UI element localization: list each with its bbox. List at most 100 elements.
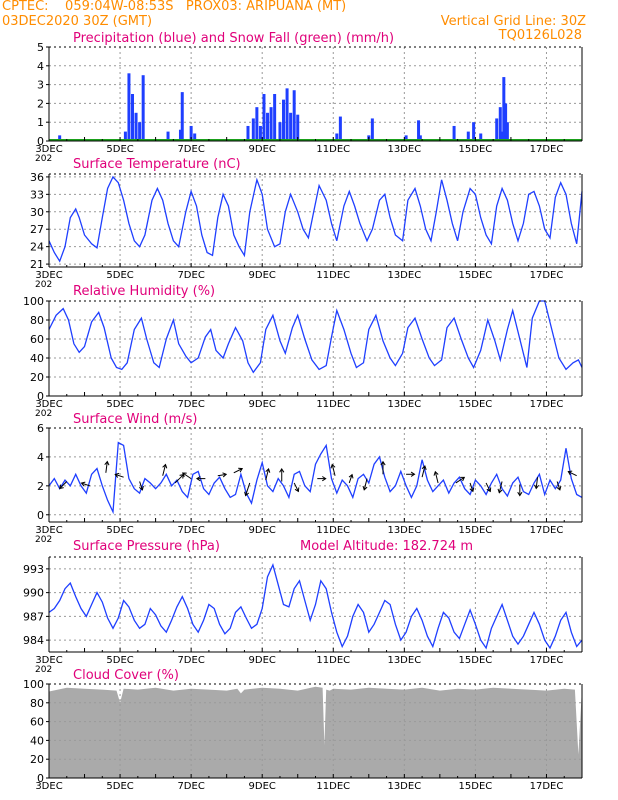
x-tick-label: 3DEC <box>35 781 62 792</box>
precip-bar <box>285 88 289 141</box>
wind-vector-head <box>330 463 336 469</box>
precip-bar <box>370 118 374 141</box>
wind-vector-head <box>265 467 271 473</box>
precip-bar <box>123 131 127 141</box>
y-tick-label: 33 <box>30 188 44 201</box>
x-tick-label: 7DEC <box>177 655 204 666</box>
wind-vector <box>182 472 192 480</box>
precip-bar <box>193 133 197 141</box>
rh-line <box>48 300 583 374</box>
x-tick-label: 5DEC <box>106 655 133 666</box>
wind-vector-head <box>80 481 86 487</box>
x-tick-label: 17DEC <box>530 144 564 155</box>
wind-vector <box>348 474 353 484</box>
precip-bar <box>505 122 509 141</box>
header-run-time: 03DEC2020 30Z (GMT) <box>2 14 153 29</box>
x-tick-label: 17DEC <box>530 655 564 666</box>
x-tick-label: 5DEC <box>106 270 133 281</box>
wind-vector <box>245 482 251 496</box>
pressure-line <box>48 562 583 650</box>
precip-bar <box>479 133 483 141</box>
temp-title: Surface Temperature (nC) <box>73 157 241 172</box>
wind-title: Surface Wind (m/s) <box>73 412 197 427</box>
y-tick-label: 987 <box>23 610 44 623</box>
rh-title: Relative Humidity (%) <box>73 284 215 299</box>
precip-bar <box>472 122 476 141</box>
x-tick-label: 17DEC <box>530 525 564 536</box>
precip-bar <box>495 118 499 141</box>
x-tick-label: 3DEC <box>35 399 62 410</box>
x-tick-label: 5DEC <box>106 144 133 155</box>
wind-vector-head <box>362 485 368 491</box>
x-tick-label: 11DEC <box>316 525 350 536</box>
wind-vector-head <box>460 476 466 482</box>
header-model-code: TQ0126L028 <box>498 28 582 43</box>
wind-vector-head <box>138 485 144 491</box>
precip-bar <box>180 92 184 141</box>
precip-bar <box>178 129 182 141</box>
y-tick-label: 0 <box>37 390 44 403</box>
wind-vector <box>331 464 336 476</box>
wind-vector <box>59 481 68 489</box>
wind-vector <box>293 482 299 492</box>
wind-vector-head <box>104 460 110 466</box>
wind-vector <box>105 461 108 473</box>
wind-vector <box>455 476 465 484</box>
wind-vector <box>485 482 491 492</box>
precip-bar <box>282 99 286 141</box>
wind-vector-head <box>567 470 573 476</box>
wind-vector-head <box>322 476 327 482</box>
wind-vector-head <box>469 487 475 493</box>
y-tick-label: 6 <box>37 422 44 435</box>
precip-bar <box>141 75 145 141</box>
wind-vector <box>115 473 124 478</box>
x-tick-label: 13DEC <box>387 144 421 155</box>
precip-bar <box>166 131 170 141</box>
precip-bar <box>418 135 422 141</box>
x-tick-label: 11DEC <box>316 399 350 410</box>
y-tick-label: 36 <box>30 171 44 184</box>
x-tick-label: 9DEC <box>249 399 276 410</box>
wind-vector-head <box>556 485 562 491</box>
x-tick-label: 13DEC <box>387 655 421 666</box>
x-tick-label: 13DEC <box>387 525 421 536</box>
wind-vector-head <box>534 484 540 490</box>
precip-bar <box>189 125 193 141</box>
x-tick-label: 5DEC <box>106 399 133 410</box>
x-tick-label: 9DEC <box>249 781 276 792</box>
precip-bar <box>338 116 342 141</box>
precip-bar <box>251 118 255 141</box>
x-tick-label: 9DEC <box>249 525 276 536</box>
wind-vector <box>535 477 539 489</box>
x-tick-label: 5DEC <box>106 781 133 792</box>
wind-vector <box>81 482 91 487</box>
y-tick-label: 0 <box>37 135 44 148</box>
x-tick-label: 9DEC <box>249 144 276 155</box>
wind-vector-head <box>348 473 354 479</box>
x-year-label: 202 <box>35 535 52 545</box>
wind-vector-head <box>181 472 187 477</box>
wind-vector <box>498 481 503 493</box>
precip-bar <box>273 94 277 141</box>
wind-vector <box>421 465 426 478</box>
wind-vector-head <box>380 460 386 466</box>
wind-vector-head <box>244 491 250 497</box>
x-tick-label: 17DEC <box>530 781 564 792</box>
y-tick-label: 4 <box>37 451 44 464</box>
x-tick-label: 7DEC <box>177 525 204 536</box>
y-tick-label: 100 <box>23 678 44 691</box>
y-tick-label: 30 <box>30 206 44 219</box>
precip-bar <box>502 77 506 141</box>
y-tick-label: 20 <box>30 753 44 766</box>
x-tick-label: 3DEC <box>35 270 62 281</box>
precip-bar <box>417 120 421 141</box>
wind-vector <box>139 481 143 491</box>
y-tick-label: 4 <box>37 60 44 73</box>
precip-bar <box>255 107 259 141</box>
precip-bar <box>258 125 262 141</box>
wind-vector <box>162 464 166 476</box>
y-tick-label: 1 <box>37 116 44 129</box>
wind-vector-head <box>162 463 168 469</box>
precip-bar <box>452 125 456 141</box>
